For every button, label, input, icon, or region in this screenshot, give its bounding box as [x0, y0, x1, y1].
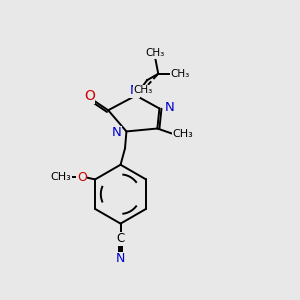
Text: N: N [116, 252, 125, 266]
Text: C: C [116, 232, 125, 245]
Text: CH₃: CH₃ [146, 48, 165, 58]
Text: CH₃: CH₃ [172, 129, 194, 139]
Text: CH₃: CH₃ [50, 172, 71, 182]
Text: CH₃: CH₃ [133, 85, 153, 95]
Text: N: N [111, 126, 121, 140]
Text: N: N [165, 100, 175, 113]
Text: O: O [77, 171, 87, 184]
Text: O: O [84, 89, 95, 103]
Text: N: N [130, 84, 139, 97]
Text: CH₃: CH₃ [171, 69, 190, 79]
